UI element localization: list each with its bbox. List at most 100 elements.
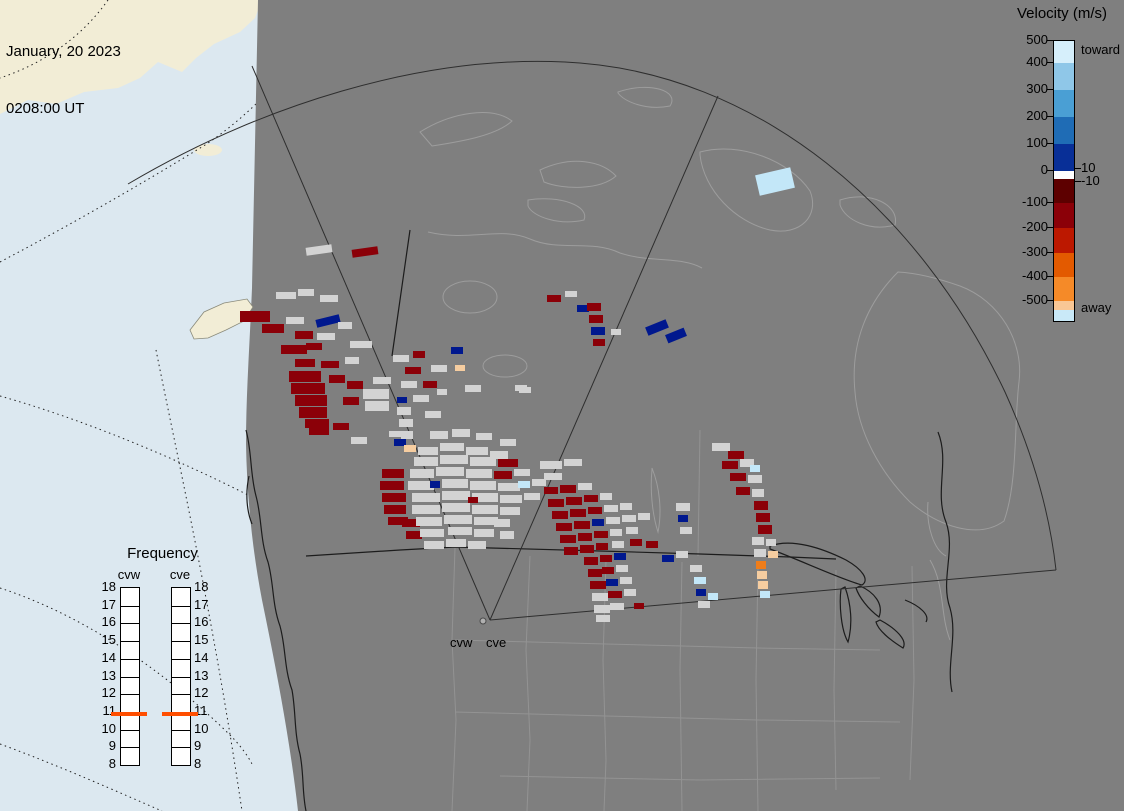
velocity-cell <box>437 389 447 395</box>
velocity-cell <box>694 577 706 584</box>
velocity-cell <box>676 551 688 558</box>
velocity-cell <box>757 571 767 579</box>
colorbar-tick-mark <box>1047 170 1053 171</box>
velocity-cell <box>286 317 304 324</box>
velocity-cell <box>620 577 632 584</box>
velocity-cell <box>600 555 612 562</box>
velocity-cell <box>756 513 770 522</box>
velocity-cell <box>402 519 420 527</box>
velocity-cell <box>388 517 408 525</box>
frequency-panel: Frequency cvw 18 17 16 15 14 13 12 11 10 9 8 cve 18 17… <box>95 545 230 785</box>
velocity-cell <box>418 447 438 455</box>
velocity-cell <box>578 533 592 541</box>
velocity-cell <box>440 443 464 451</box>
colorbar-tick-label: -500 <box>1021 292 1048 307</box>
ladder-rung <box>121 605 139 607</box>
velocity-cell <box>592 593 608 601</box>
colorbar-tick-mark <box>1047 143 1053 144</box>
velocity-cell <box>708 593 718 600</box>
velocity-cell <box>295 331 313 339</box>
island <box>194 144 222 156</box>
velocity-cell <box>442 503 470 512</box>
velocity-cell <box>565 291 577 297</box>
colorbar-segment <box>1054 301 1074 310</box>
frequency-tick-label: 9 <box>108 738 116 754</box>
colorbar-tick-label: 10 <box>1081 160 1096 175</box>
frequency-tick-label: 18 <box>194 579 209 594</box>
velocity-cell <box>608 591 622 598</box>
velocity-cell <box>423 381 437 388</box>
velocity-cell <box>574 521 590 529</box>
velocity-cell <box>321 361 339 368</box>
velocity-cell <box>514 469 530 476</box>
velocity-cell <box>600 493 612 500</box>
velocity-cell <box>393 355 409 362</box>
velocity-cell <box>752 537 764 545</box>
colorbar-tick-label: -10 <box>1081 173 1100 188</box>
velocity-cell <box>468 541 486 549</box>
velocity-cell <box>620 503 632 510</box>
frequency-tick-label: 13 <box>101 667 116 683</box>
velocity-cell <box>662 555 674 562</box>
velocity-cell <box>754 501 768 510</box>
colorbar-tick-mark <box>1075 181 1081 182</box>
velocity-cell <box>408 481 434 490</box>
time-label: 0208:00 UT <box>6 100 85 117</box>
frequency-ladder-cve <box>171 587 191 766</box>
velocity-cell <box>540 461 562 469</box>
velocity-cell <box>430 481 440 488</box>
velocity-cell <box>451 347 463 354</box>
radar-label-cvw: cvw <box>450 635 473 650</box>
velocity-cell <box>758 525 772 534</box>
velocity-cell <box>589 315 603 323</box>
velocity-cell <box>500 507 520 515</box>
colorbar-tick-label: 100 <box>1026 135 1048 150</box>
ladder-rung <box>121 676 139 678</box>
colorbar-segment <box>1054 253 1074 277</box>
velocity-cell <box>602 567 614 574</box>
velocity-cell <box>474 517 498 525</box>
velocity-cell <box>610 529 622 536</box>
velocity-cell <box>547 295 561 302</box>
velocity-cell <box>760 591 770 598</box>
velocity-cell <box>518 481 530 488</box>
velocity-cell <box>594 531 608 538</box>
velocity-cell <box>476 433 492 440</box>
colorbar-segment <box>1054 171 1074 179</box>
velocity-cell <box>465 385 481 392</box>
velocity-cell <box>455 365 465 371</box>
velocity-cell <box>740 459 754 467</box>
velocity-cell <box>500 495 522 503</box>
ladder-rung <box>172 605 190 607</box>
velocity-cell <box>665 327 687 344</box>
velocity-cell <box>309 427 329 435</box>
frequency-tick-label: 15 <box>194 632 209 648</box>
velocity-cell <box>560 535 576 543</box>
date-label: January, 20 2023 <box>6 43 121 60</box>
colorbar-tick-mark <box>1047 62 1053 63</box>
velocity-cell <box>544 487 558 494</box>
velocity-cell <box>500 531 514 539</box>
velocity-cell <box>365 401 389 411</box>
frequency-tick-label: 18 <box>101 579 116 594</box>
velocity-cell <box>424 541 444 549</box>
timestamp: January, 20 2023 0208:00 UT <box>6 4 121 156</box>
velocity-cell <box>606 579 618 586</box>
velocity-legend: Velocity (m/s) 500 400 300 200 100 0 -100 -200 -… <box>1000 0 1124 340</box>
velocity-cell <box>442 479 468 488</box>
frequency-ladder-cvw <box>120 587 140 766</box>
velocity-cell <box>622 515 636 522</box>
velocity-cell <box>756 561 766 569</box>
velocity-cell <box>338 322 352 329</box>
frequency-marker-cvw <box>111 712 147 717</box>
colorbar-tick-label: -100 <box>1021 194 1048 209</box>
ladder-rung <box>172 641 190 643</box>
velocity-cell <box>397 407 411 415</box>
velocity-cell <box>690 565 702 572</box>
velocity-cell <box>281 345 307 354</box>
velocity-cell <box>317 333 335 340</box>
frequency-tick-label: 14 <box>194 649 209 665</box>
frequency-panel-title: Frequency <box>127 545 198 562</box>
velocity-cell <box>262 324 284 333</box>
velocity-cell <box>593 339 605 346</box>
